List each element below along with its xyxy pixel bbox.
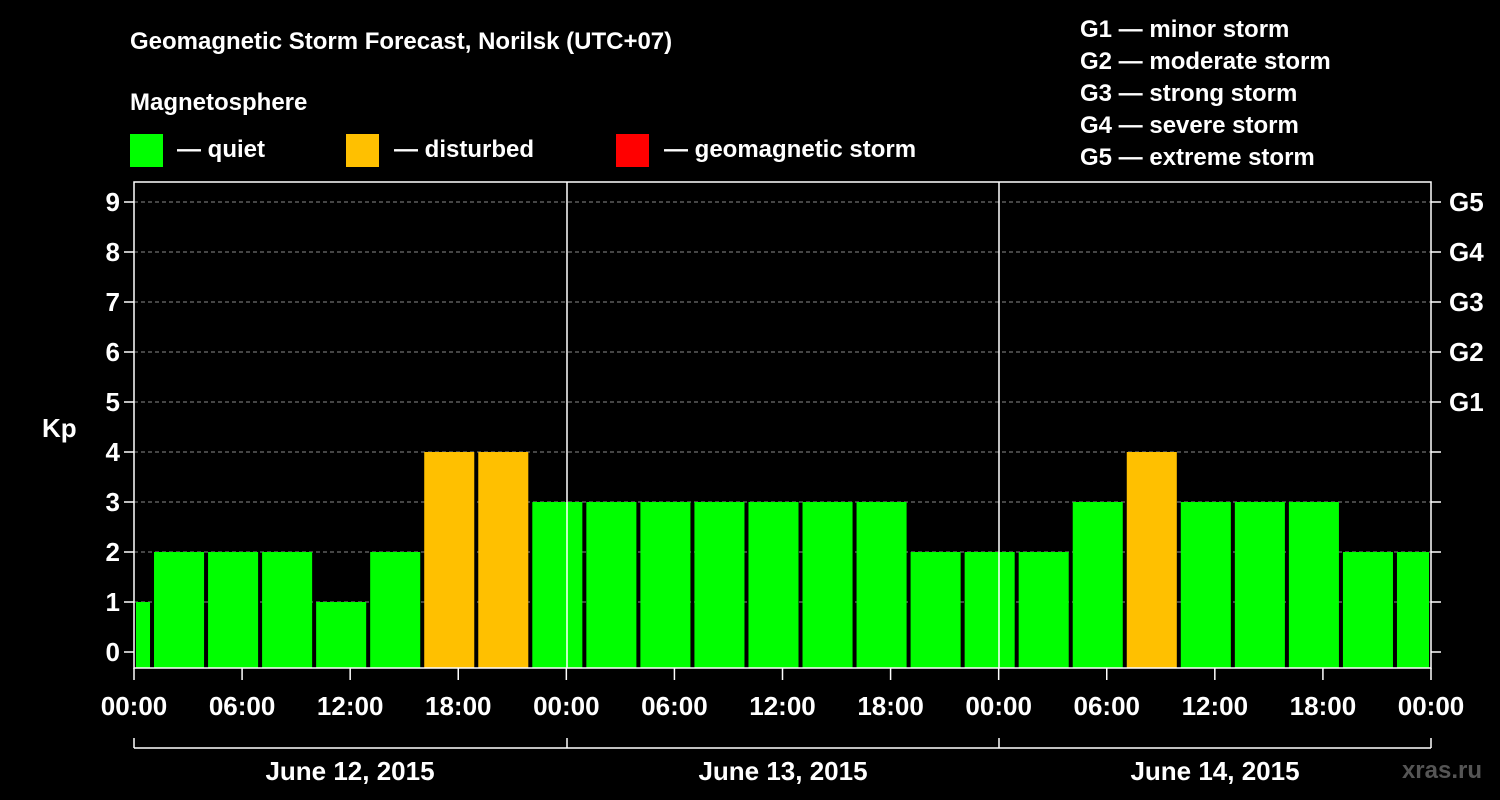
bar-6 <box>424 452 475 668</box>
g-label-0: G1 <box>1449 387 1484 417</box>
bar-18 <box>1072 502 1123 668</box>
x-tick-label-6: 12:00 <box>749 691 816 721</box>
y-tick-label-9: 9 <box>106 187 120 217</box>
x-tick-label-4: 00:00 <box>533 691 600 721</box>
bar-19 <box>1126 452 1177 668</box>
bar-0 <box>136 602 151 668</box>
bar-3 <box>262 552 313 668</box>
x-tick-label-12: 00:00 <box>1398 691 1465 721</box>
x-tick-label-5: 06:00 <box>641 691 708 721</box>
date-bracket <box>133 738 1432 749</box>
magnetosphere-label: Magnetosphere <box>130 89 307 116</box>
x-tick-label-2: 12:00 <box>317 691 384 721</box>
bars <box>136 452 1429 668</box>
axis-labels: 0 1 2 3 4 5 6 7 8 9 G1 G2 G3 G4 G5 00:00 06:00 12:00 18:00… <box>101 187 1484 721</box>
date-label-day3: June 14, 2015 <box>1130 756 1299 786</box>
x-tick-label-9: 06:00 <box>1074 691 1141 721</box>
scale-g1: G1 — minor storm <box>1080 16 1289 43</box>
scale-g2: G2 — moderate storm <box>1080 48 1331 75</box>
y-tick-label-7: 7 <box>106 287 120 317</box>
g-label-3: G4 <box>1449 237 1484 267</box>
bar-9 <box>586 502 637 668</box>
g-label-2: G3 <box>1449 287 1484 317</box>
legend-label-quiet: — quiet <box>177 136 265 163</box>
legend-swatch-disturbed <box>346 134 379 167</box>
y-tick-label-1: 1 <box>106 587 120 617</box>
brand-watermark: xras.ru <box>1402 757 1482 784</box>
g-label-4: G5 <box>1449 187 1484 217</box>
y-axis-label: Kp <box>42 413 77 443</box>
y-tick-label-4: 4 <box>106 437 121 467</box>
date-label-day2: June 13, 2015 <box>698 756 867 786</box>
y-tick-label-5: 5 <box>106 387 120 417</box>
bar-15 <box>910 552 961 668</box>
bar-22 <box>1288 502 1339 668</box>
scale-g3: G3 — strong storm <box>1080 80 1297 107</box>
status-legend: — quiet — disturbed — geomagnetic storm <box>130 134 916 167</box>
x-tick-label-0: 00:00 <box>101 691 168 721</box>
bar-5 <box>370 552 421 668</box>
bar-17 <box>1018 552 1069 668</box>
bar-16 <box>964 552 1015 668</box>
x-tick-label-3: 18:00 <box>425 691 492 721</box>
bar-20 <box>1180 502 1231 668</box>
x-tick-label-7: 18:00 <box>857 691 924 721</box>
bar-12 <box>748 502 799 668</box>
bar-8 <box>532 502 583 668</box>
bar-4 <box>316 602 367 668</box>
bar-11 <box>694 502 745 668</box>
bar-14 <box>856 502 907 668</box>
bar-2 <box>208 552 259 668</box>
g-label-1: G2 <box>1449 337 1484 367</box>
y-tick-label-2: 2 <box>106 537 120 567</box>
bar-1 <box>154 552 205 668</box>
scale-g4: G4 — severe storm <box>1080 112 1299 139</box>
chart-title: Geomagnetic Storm Forecast, Norilsk (UTC… <box>130 28 672 55</box>
bar-21 <box>1234 502 1285 668</box>
y-tick-label-8: 8 <box>106 237 120 267</box>
scale-g5: G5 — extreme storm <box>1080 144 1315 171</box>
legend-swatch-quiet <box>130 134 163 167</box>
legend-label-disturbed: — disturbed <box>394 136 534 163</box>
bar-23 <box>1342 552 1393 668</box>
legend-swatch-storm <box>616 134 649 167</box>
x-tick-label-1: 06:00 <box>209 691 276 721</box>
y-tick-label-6: 6 <box>106 337 120 367</box>
storm-scale-legend: G1 — minor storm G2 — moderate storm G3 … <box>1080 16 1331 171</box>
bar-24 <box>1396 552 1429 668</box>
x-tick-label-8: 00:00 <box>965 691 1032 721</box>
bar-10 <box>640 502 691 668</box>
y-tick-label-0: 0 <box>106 637 120 667</box>
axis-ticks <box>124 201 1441 680</box>
legend-label-storm: — geomagnetic storm <box>664 136 916 163</box>
y-tick-label-3: 3 <box>106 487 120 517</box>
x-tick-label-10: 12:00 <box>1182 691 1249 721</box>
x-tick-label-11: 18:00 <box>1290 691 1357 721</box>
date-label-day1: June 12, 2015 <box>265 756 434 786</box>
bar-7 <box>478 452 529 668</box>
bar-13 <box>802 502 853 668</box>
